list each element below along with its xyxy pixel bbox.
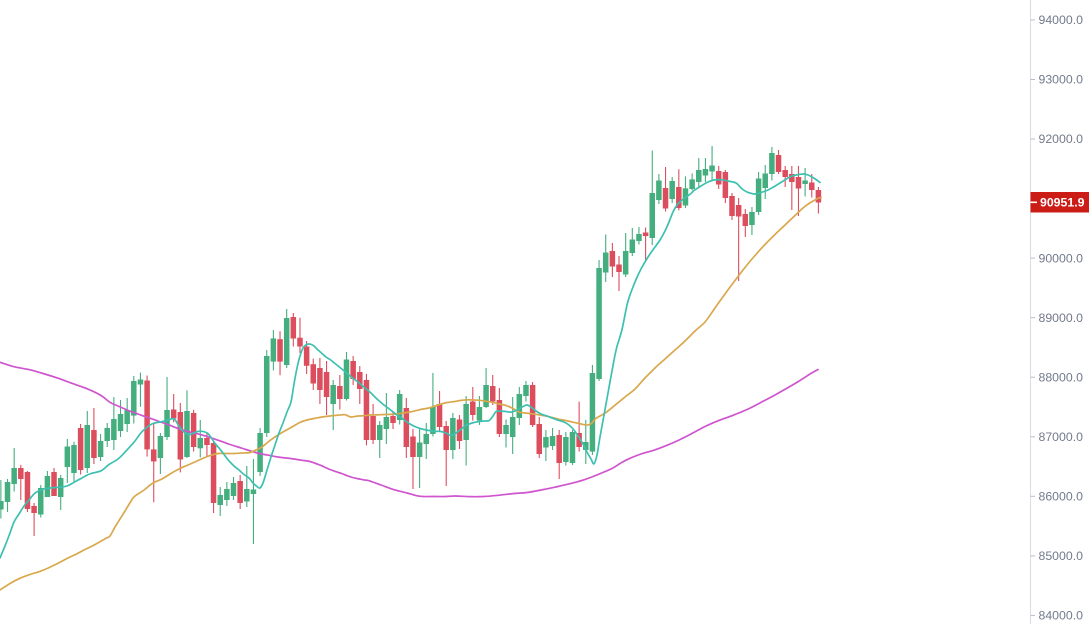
svg-text:84000.0: 84000.0 (1039, 609, 1084, 623)
svg-text:86000.0: 86000.0 (1039, 490, 1084, 504)
svg-text:85000.0: 85000.0 (1039, 549, 1084, 563)
svg-text:90000.0: 90000.0 (1039, 251, 1084, 265)
svg-text:90951.9: 90951.9 (1040, 196, 1085, 210)
svg-text:87000.0: 87000.0 (1039, 430, 1084, 444)
svg-text:94000.0: 94000.0 (1039, 13, 1084, 27)
svg-text:89000.0: 89000.0 (1039, 311, 1084, 325)
svg-text:93000.0: 93000.0 (1039, 73, 1084, 87)
svg-text:92000.0: 92000.0 (1039, 132, 1084, 146)
svg-text:88000.0: 88000.0 (1039, 370, 1084, 384)
